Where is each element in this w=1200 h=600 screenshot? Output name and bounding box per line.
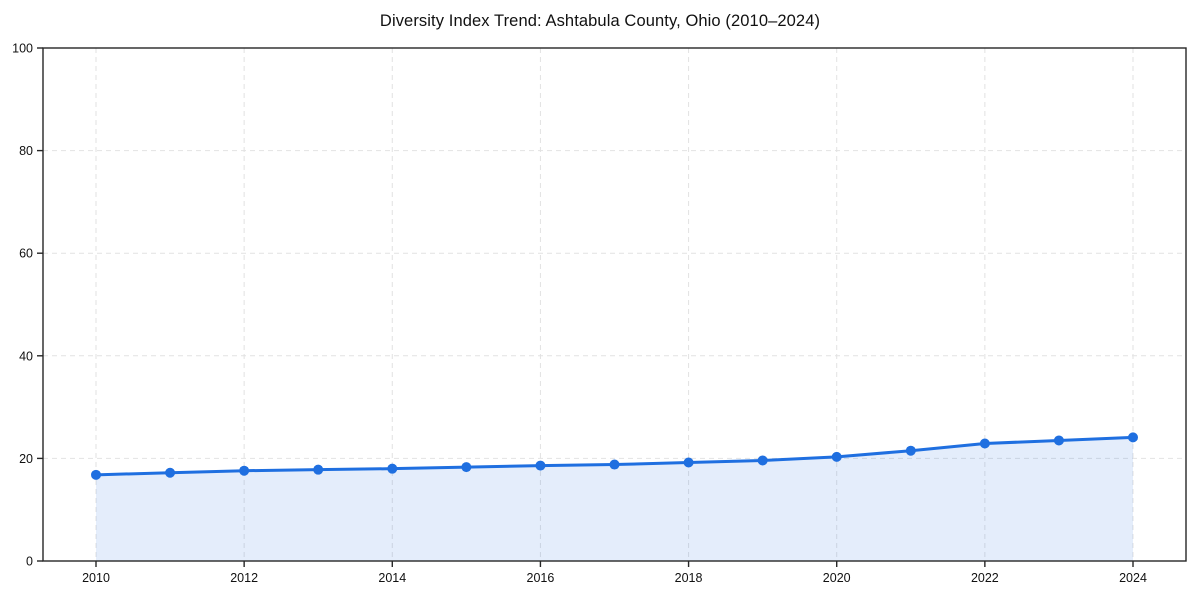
area-fill [96, 437, 1133, 561]
y-tick-label-60: 60 [19, 247, 33, 261]
plot-border [42, 47, 1187, 562]
x-tick-label-2014: 2014 [378, 571, 406, 585]
y-tick-label-0: 0 [26, 555, 33, 569]
data-point-2015 [461, 462, 472, 473]
data-point-2017 [609, 459, 620, 470]
y-tick-label-40: 40 [19, 349, 33, 363]
data-point-2023 [1053, 435, 1064, 446]
data-point-2013 [313, 464, 324, 475]
x-tick-label-2012: 2012 [230, 571, 258, 585]
x-tick-label-2022: 2022 [971, 571, 999, 585]
x-tick-label-2020: 2020 [823, 571, 851, 585]
data-point-2012 [239, 465, 250, 476]
data-point-2011 [165, 467, 176, 478]
data-point-2016 [535, 460, 546, 471]
data-point-2024 [1128, 432, 1138, 443]
data-point-2020 [831, 451, 842, 462]
y-tick-label-80: 80 [19, 144, 33, 158]
x-tick-label-2010: 2010 [82, 571, 110, 585]
data-point-2021 [905, 445, 916, 456]
y-tick-label-100: 100 [12, 42, 33, 56]
x-tick-label-2024: 2024 [1119, 571, 1147, 585]
data-point-2010 [91, 469, 101, 480]
x-tick-label-2018: 2018 [675, 571, 703, 585]
y-tick-label-20: 20 [19, 452, 33, 466]
data-point-2019 [757, 455, 768, 466]
chart-title: Diversity Index Trend: Ashtabula County,… [379, 12, 821, 30]
data-point-2018 [683, 457, 694, 468]
data-point-2022 [979, 438, 990, 449]
data-point-2014 [387, 463, 398, 474]
x-tick-label-2016: 2016 [527, 571, 555, 585]
